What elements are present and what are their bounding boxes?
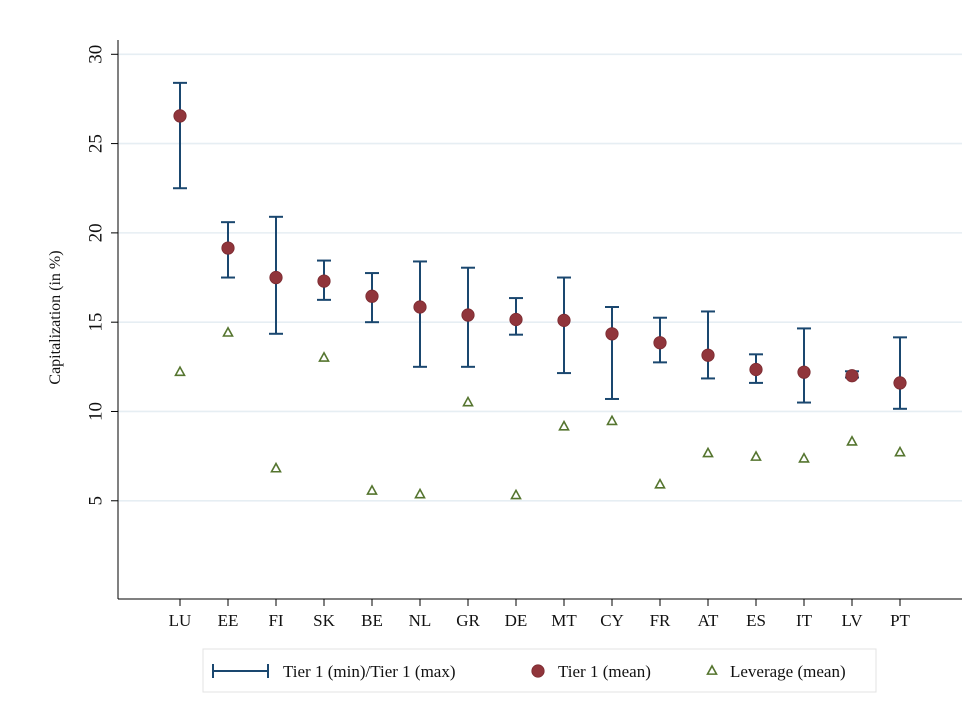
leverage-point-SK [318, 351, 330, 362]
leverage-point-BE [366, 484, 378, 495]
tier1-mean-point-AT [701, 348, 715, 362]
leverage-point-EE [222, 326, 234, 337]
leverage-point-CY [606, 414, 618, 426]
y-tick-label: 5 [86, 496, 107, 506]
tier1-mean-point-BE [365, 289, 379, 303]
x-tick-label-BE: BE [361, 611, 383, 630]
tier1-mean-point-LU [173, 109, 187, 123]
legend-label-range: Tier 1 (min)/Tier 1 (max) [283, 662, 456, 681]
tier1-mean-point-EE [221, 241, 235, 255]
tier1-mean-point-LV [845, 369, 859, 383]
y-axis-title: Capitalization (in %) [47, 250, 64, 384]
grid-layer [118, 53, 962, 502]
tier1-mean-point-SK [317, 274, 331, 288]
x-tick-label-GR: GR [456, 611, 480, 630]
leverage-point-MT [558, 419, 570, 431]
leverage-point-DE [510, 488, 522, 500]
leverage-point-IT [798, 452, 810, 463]
tier1-range-NL [413, 260, 427, 368]
leverage-point-FR [654, 477, 666, 489]
x-tick-label-FR: FR [650, 611, 671, 630]
leverage-point-ES [750, 450, 762, 461]
x-tick-label-CY: CY [600, 611, 624, 630]
y-tick-label: 10 [86, 402, 107, 421]
tier1-range-LU [173, 81, 187, 190]
axis-layer: 5 10 15 20 25 30 Capitalization (in %) LU EE FI SK… [47, 40, 962, 630]
x-tick-label-ES: ES [746, 611, 766, 630]
x-tick-label-MT: MT [551, 611, 577, 630]
tier1-mean-point-ES [749, 362, 763, 377]
x-tick-label-DE: DE [505, 611, 528, 630]
x-tick-label-IT: IT [796, 611, 813, 630]
tier1-mean-point-PT [893, 376, 907, 390]
x-tick-label-LV: LV [841, 611, 863, 630]
legend-label-leverage: Leverage (mean) [730, 662, 846, 681]
tier1-range-AT [701, 310, 715, 380]
tier1-mean-point-FR [653, 336, 667, 350]
series-layer [173, 81, 907, 500]
x-tick-label-PT: PT [890, 611, 910, 630]
leverage-point-LV [846, 435, 858, 446]
legend-key-mean [531, 664, 545, 678]
tier1-range-IT [797, 327, 811, 404]
tier1-mean-point-FI [269, 270, 283, 285]
tier1-range-CY [605, 305, 619, 400]
y-tick-label: 30 [86, 45, 107, 64]
y-tick-label: 25 [86, 134, 107, 153]
x-tick-label-FI: FI [268, 611, 283, 630]
tier1-mean-point-DE [509, 312, 523, 327]
leverage-point-PT [894, 445, 906, 457]
leverage-point-LU [174, 365, 186, 377]
legend: Tier 1 (min)/Tier 1 (max) Tier 1 (mean) Le… [202, 648, 877, 693]
leverage-point-FI [270, 461, 282, 473]
tier1-range-PT [893, 336, 907, 410]
x-tick-label-AT: AT [698, 611, 719, 630]
leverage-point-NL [414, 487, 426, 499]
legend-label-mean: Tier 1 (mean) [558, 662, 651, 681]
tier1-mean-point-MT [557, 313, 571, 327]
y-tick-label: 20 [86, 223, 107, 242]
legend-key-leverage [706, 664, 718, 675]
tier1-mean-point-IT [797, 365, 811, 379]
leverage-point-AT [702, 446, 714, 458]
tier1-mean-point-CY [605, 327, 619, 341]
x-tick-label-LU: LU [169, 611, 192, 630]
y-tick-label: 15 [86, 313, 107, 332]
x-tick-label-NL: NL [409, 611, 432, 630]
leverage-point-GR [462, 395, 474, 407]
x-tick-label-EE: EE [218, 611, 239, 630]
tier1-mean-point-GR [461, 308, 475, 322]
tier1-mean-point-NL [413, 300, 427, 314]
x-tick-label-SK: SK [313, 611, 335, 630]
